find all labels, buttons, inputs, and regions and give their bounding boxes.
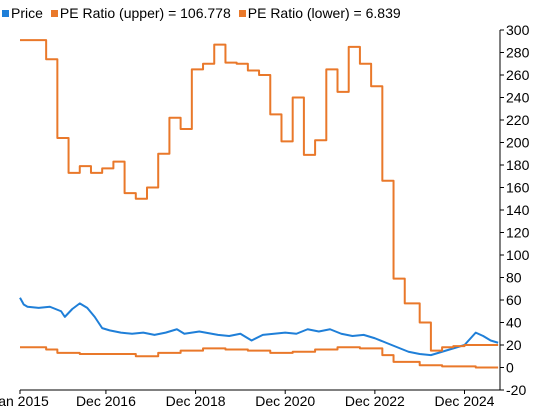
x-tick-label: Dec 2018 [166,393,226,409]
legend-swatch-pe-upper [50,9,58,17]
y-tick-label: 180 [506,157,530,173]
y-tick-label: 140 [506,202,530,218]
y-tick-label: 40 [506,315,522,331]
y-tick-label: 160 [506,180,530,196]
legend-item-pe-upper: PE Ratio (upper) = 106.778 [50,5,231,21]
y-tick-label: 260 [506,67,530,83]
x-tick-label: Dec 2016 [76,393,136,409]
y-tick-label: 80 [506,270,522,286]
legend: Price PE Ratio (upper) = 106.778 PE Rati… [2,4,409,22]
y-tick-label: 120 [506,225,530,241]
x-tick-label: Jan 2015 [0,393,49,409]
y-tick-label: 100 [506,247,530,263]
series-line-price [19,297,499,357]
series-line-pe-upper [20,39,499,352]
y-tick-label: 220 [506,112,530,128]
y-tick-label: -20 [506,382,526,398]
y-tick-label: 60 [506,292,522,308]
legend-item-price: Price [2,5,43,21]
legend-item-pe-lower: PE Ratio (lower) = 6.839 [238,5,401,21]
x-tick-label: Dec 2020 [255,393,315,409]
legend-swatch-pe-lower [238,9,246,17]
y-tick-label: 280 [506,45,530,61]
x-tick-label: Dec 2024 [435,393,495,409]
y-tick-label: 0 [506,360,514,376]
legend-label-pe-upper: PE Ratio (upper) = 106.778 [59,5,231,21]
legend-label-pe-lower: PE Ratio (lower) = 6.839 [247,5,401,21]
legend-label-price: Price [11,5,43,21]
y-tick-label: 20 [506,337,522,353]
x-tick-label: Dec 2022 [345,393,405,409]
y-tick-label: 300 [506,22,530,38]
series-line-pe-lower [20,346,499,369]
legend-swatch-price [2,9,9,17]
y-tick-label: 200 [506,135,530,151]
y-tick-label: 240 [506,90,530,106]
